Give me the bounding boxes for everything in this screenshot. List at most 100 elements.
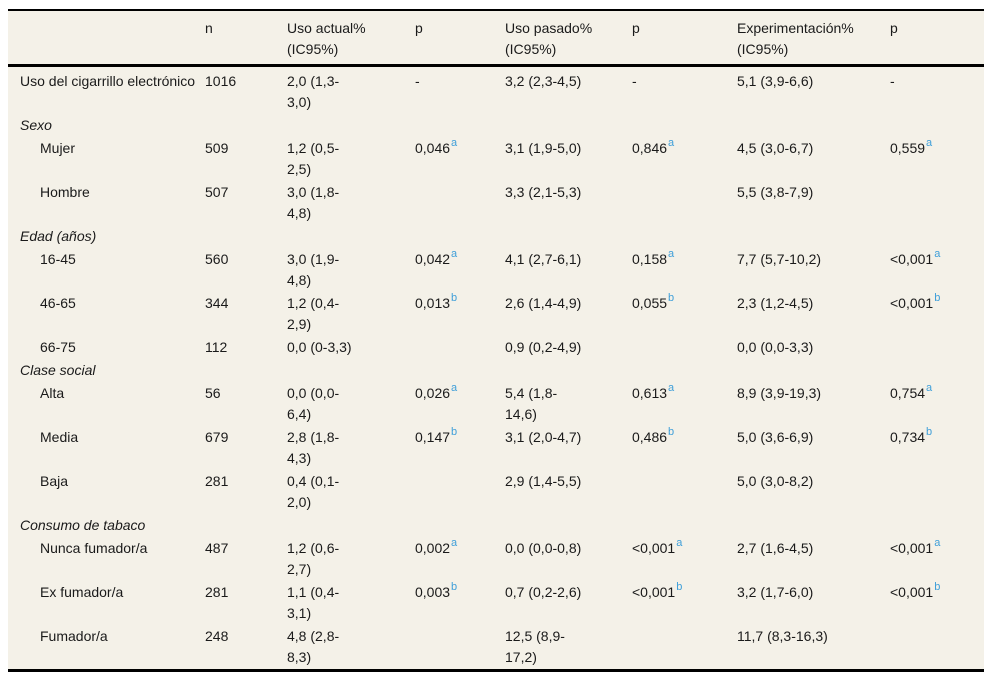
row-label: 16-45	[40, 251, 76, 267]
table-row: Uso del cigarrillo electrónico 1016 2,0 (1…	[8, 66, 984, 115]
cell-uso-pasado: 3,3 (2,1-5,3)	[505, 184, 582, 200]
footnote-marker: a	[934, 248, 941, 261]
table-row: Nunca fumador/a 487 1,2 (0,6-2,7) 0,002a 0,0…	[8, 537, 984, 581]
cell-n: 56	[205, 385, 221, 401]
cell-n: 281	[205, 584, 229, 600]
row-label: Mujer	[40, 140, 76, 156]
table-row: Ex fumador/a 281 1,1 (0,4-3,1) 0,003b 0,7 (0…	[8, 581, 984, 625]
cell-p-actual	[415, 514, 505, 537]
footnote-marker: b	[934, 581, 941, 594]
cell-experimentacion	[737, 225, 890, 248]
cell-uso-actual: 0,4 (0,1-2,0)	[287, 473, 340, 510]
cell-uso-actual: 0,0 (0-3,3)	[287, 339, 352, 355]
cell-n: 487	[205, 540, 229, 556]
statistics-table-container: n Uso actual% (IC95%) p Uso pasado% (IC9…	[8, 9, 984, 672]
cell-p-experimentacion: 0,754a	[890, 382, 933, 401]
footnote-marker: b	[926, 426, 933, 439]
row-label: Uso del cigarrillo electrónico	[20, 73, 196, 89]
cell-p-actual	[415, 359, 505, 382]
cell-p-actual	[415, 225, 505, 248]
cell-p-experimentacion: -	[890, 73, 895, 89]
cell-p-actual: 0,042a	[415, 248, 458, 267]
header-p-actual: p	[415, 11, 505, 67]
footnote-marker: a	[668, 382, 675, 395]
cell-uso-actual: 1,2 (0,4-2,9)	[287, 295, 340, 332]
cell-p-actual	[415, 181, 505, 225]
footnote-marker: b	[451, 426, 458, 439]
table-row: Mujer 509 1,2 (0,5-2,5) 0,046a 3,1 (1,9-5,0)…	[8, 137, 984, 181]
cell-p-experimentacion	[890, 359, 984, 382]
cell-p-actual: 0,026a	[415, 382, 458, 401]
cell-p-pasado: 0,055b	[632, 292, 675, 311]
header-uso-pasado: Uso pasado% (IC95%)	[505, 11, 632, 67]
cell-uso-actual	[287, 114, 415, 137]
cell-p-pasado	[632, 359, 737, 382]
table-row: 46-65 344 1,2 (0,4-2,9) 0,013b 2,6 (1,4-4,9)…	[8, 292, 984, 336]
cell-p-pasado	[632, 514, 737, 537]
cell-uso-actual: 3,0 (1,8-4,8)	[287, 184, 340, 221]
footnote-marker: b	[934, 292, 941, 305]
cell-p-pasado: 0,486b	[632, 426, 675, 445]
table-row: 66-75 112 0,0 (0-3,3) 0,9 (0,2-4,9) 0,0 (0,0…	[8, 336, 984, 359]
cell-uso-pasado: 3,2 (2,3-4,5)	[505, 73, 582, 89]
row-label: Hombre	[40, 184, 90, 200]
cell-n: 509	[205, 140, 229, 156]
row-label: Fumador/a	[40, 628, 108, 644]
cell-uso-pasado: 5,4 (1,8-14,6)	[505, 385, 558, 422]
footnote-marker: a	[451, 248, 458, 261]
cell-experimentacion	[737, 359, 890, 382]
cell-p-experimentacion	[890, 181, 984, 225]
cell-uso-actual: 1,1 (0,4-3,1)	[287, 584, 340, 621]
cell-p-pasado: 0,613a	[632, 382, 675, 401]
cell-uso-pasado	[505, 359, 632, 382]
table-row: Alta 56 0,0 (0,0-6,4) 0,026a 5,4 (1,8-14,6) 0…	[8, 382, 984, 426]
cell-experimentacion: 5,0 (3,6-6,9)	[737, 429, 814, 445]
cell-uso-actual	[287, 514, 415, 537]
header-p-pasado: p	[632, 11, 737, 67]
cell-experimentacion	[737, 114, 890, 137]
cell-p-experimentacion	[890, 336, 984, 359]
cell-uso-pasado	[505, 114, 632, 137]
cell-experimentacion: 11,7 (8,3-16,3)	[737, 628, 828, 644]
cell-uso-pasado: 0,9 (0,2-4,9)	[505, 339, 582, 355]
cell-experimentacion: 8,9 (3,9-19,3)	[737, 385, 822, 401]
cell-n: 560	[205, 251, 229, 267]
cell-p-experimentacion: <0,001a	[890, 248, 941, 267]
cell-p-experimentacion	[890, 625, 984, 669]
cell-uso-pasado	[505, 225, 632, 248]
cell-p-pasado	[632, 181, 737, 225]
cell-p-pasado: 0,158a	[632, 248, 675, 267]
cell-p-pasado: -	[632, 73, 637, 89]
header-variable	[8, 11, 205, 67]
row-label: Nunca fumador/a	[40, 540, 148, 556]
cell-p-actual: 0,147b	[415, 426, 458, 445]
cell-p-experimentacion	[890, 225, 984, 248]
cell-experimentacion: 3,2 (1,7-6,0)	[737, 584, 814, 600]
cell-p-actual	[415, 470, 505, 514]
footnote-marker: b	[676, 581, 683, 594]
cell-uso-actual: 0,0 (0,0-6,4)	[287, 385, 340, 422]
cell-p-pasado	[632, 470, 737, 514]
cell-n: 1016	[205, 73, 237, 89]
footnote-marker: a	[451, 537, 458, 550]
footnote-marker: a	[926, 382, 933, 395]
cell-n: 344	[205, 295, 229, 311]
row-label: Edad (años)	[20, 228, 97, 244]
footnote-marker: a	[676, 537, 683, 550]
cell-experimentacion: 5,5 (3,8-7,9)	[737, 184, 814, 200]
row-label: 46-65	[40, 295, 76, 311]
table-row: Fumador/a 248 4,8 (2,8-8,3) 12,5 (8,9-17,2)…	[8, 625, 984, 669]
section-header-row: Consumo de tabaco	[8, 514, 984, 537]
cell-p-experimentacion: <0,001b	[890, 292, 941, 311]
footnote-marker: b	[668, 426, 675, 439]
cell-uso-pasado: 12,5 (8,9-17,2)	[505, 628, 565, 665]
cell-p-experimentacion	[890, 470, 984, 514]
cell-uso-pasado: 2,6 (1,4-4,9)	[505, 295, 582, 311]
footnote-marker: b	[451, 292, 458, 305]
row-label: Ex fumador/a	[40, 584, 124, 600]
cell-n	[205, 359, 287, 382]
cell-n	[205, 514, 287, 537]
cell-uso-actual: 2,8 (1,8-4,3)	[287, 429, 340, 466]
cell-experimentacion: 5,1 (3,9-6,6)	[737, 73, 814, 89]
header-row: n Uso actual% (IC95%) p Uso pasado% (IC9…	[8, 11, 984, 67]
